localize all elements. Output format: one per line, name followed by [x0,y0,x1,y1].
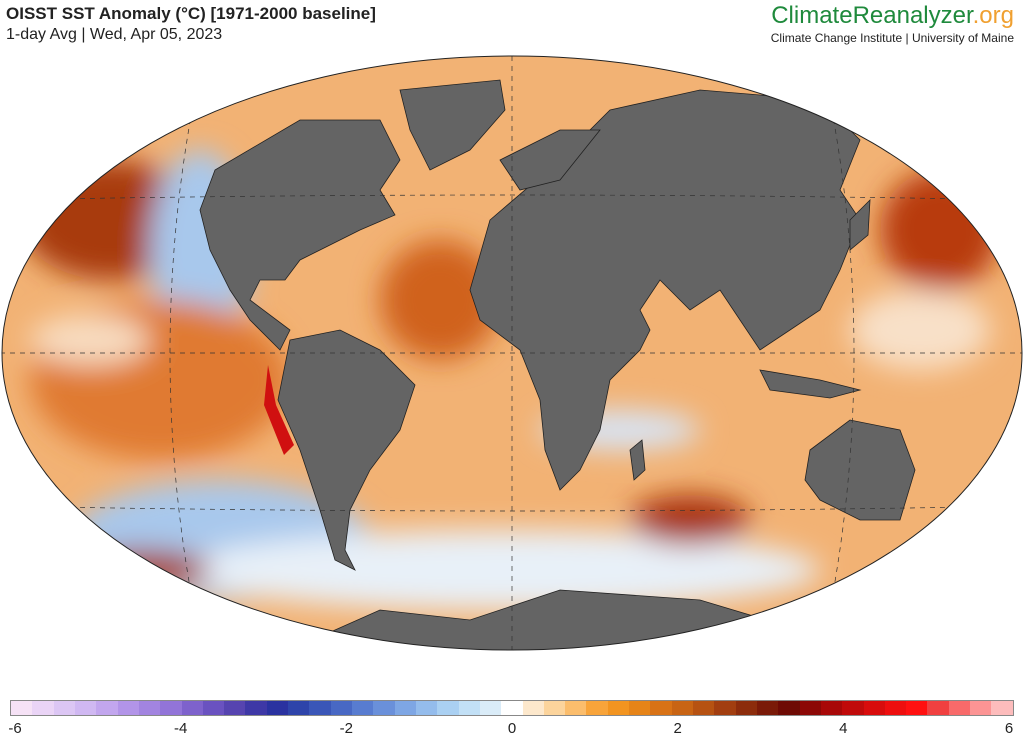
colorbar-segment [117,701,139,715]
colorbar-segment [245,701,267,715]
colorbar-segment [586,701,608,715]
colorbar-segment [458,701,480,715]
colorbar-segment [138,701,161,715]
colorbar-segment [11,701,33,715]
colorbar-tick-label: 0 [507,720,517,737]
colorbar [10,700,1014,716]
brand-name: ClimateReanalyzer [771,2,973,29]
colorbar-tick-label: 6 [1004,720,1014,737]
colorbar-segment [842,701,864,715]
indonesia [759,369,862,399]
colorbar-segment [820,701,843,715]
colorbar-segment [671,701,693,715]
peru-warm-anomaly [264,365,294,455]
colorbar-segment [650,701,672,715]
colorbar-segment [224,701,246,715]
colorbar-tick-label: -2 [339,720,353,737]
colorbar-segment [266,701,289,715]
colorbar-segment [415,701,438,715]
europe-north [499,129,601,191]
map-subtitle: 1-day Avg | Wed, Apr 05, 2023 [6,26,223,43]
greenland [399,79,506,171]
colorbar-segment [565,701,587,715]
map-title: OISST SST Anomaly (°C) [1971-2000 baseli… [6,4,376,23]
colorbar-segment [309,701,331,715]
colorbar-segment [479,701,502,715]
colorbar-segment [288,701,310,715]
colorbar-segment [53,701,75,715]
north-america [199,119,401,351]
map-outline [1,55,1023,651]
colorbar-segment [735,701,757,715]
land-masses [199,79,916,650]
colorbar-segment [629,701,651,715]
colorbar-segment [970,701,992,715]
colorbar-segment [948,701,971,715]
brand-logo: ClimateReanalyzer.org Climate Change Ins… [771,2,1014,45]
brand-suffix: .org [972,2,1014,29]
colorbar-segment [373,701,395,715]
colorbar-segment [160,701,182,715]
colorbar-segment [352,701,374,715]
colorbar-segment [693,701,715,715]
colorbar-segment [501,701,523,715]
colorbar-segment [202,701,225,715]
colorbar-tick-label: 4 [839,720,848,737]
south-america [277,329,416,571]
graticule [2,56,1022,650]
colorbar-tick-label: 2 [673,720,682,737]
colorbar-segment [330,701,352,715]
colorbar-tick-label: -6 [8,720,22,737]
colorbar-segment [32,701,54,715]
colorbar-segment [74,701,97,715]
colorbar-segment [543,701,566,715]
japan [849,198,871,251]
colorbar-segment [714,701,736,715]
colorbar-segment [906,701,928,715]
australia [804,419,916,521]
colorbar-tick-label: -4 [173,720,188,737]
colorbar-segment [522,701,544,715]
sst-anomaly-map [1,55,1023,651]
colorbar-segment [884,701,907,715]
colorbar-segment [927,701,949,715]
colorbar-segment [991,701,1013,715]
colorbar-segment [96,701,118,715]
colorbar-segment [799,701,821,715]
colorbar-segment [778,701,800,715]
colorbar-segment [394,701,416,715]
colorbar-segment [607,701,630,715]
colorbar-segment [437,701,459,715]
colorbar-segment [756,701,779,715]
madagascar [629,439,646,481]
colorbar-segment [863,701,885,715]
brand-subtitle: Climate Change Institute | University of… [770,31,1014,45]
colorbar-segment [181,701,203,715]
